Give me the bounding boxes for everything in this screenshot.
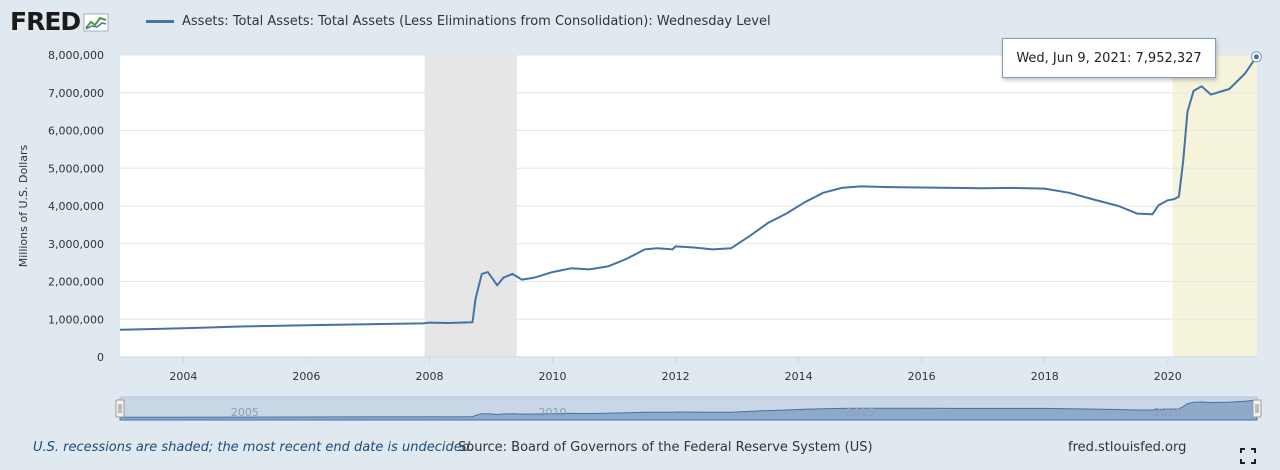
series-line[interactable] bbox=[119, 56, 1258, 331]
navigator-label: 2005 bbox=[231, 406, 259, 419]
y-tick-label: 1,000,000 bbox=[48, 313, 104, 326]
x-tick-label: 2020 bbox=[1154, 370, 1182, 383]
tooltip-value: 7,952,327 bbox=[1135, 50, 1202, 66]
x-tick-label: 2012 bbox=[662, 370, 690, 383]
legend-label: Assets: Total Assets: Total Assets (Less… bbox=[182, 14, 771, 29]
series-legend[interactable]: Assets: Total Assets: Total Assets (Less… bbox=[146, 14, 771, 29]
source-text: Source: Board of Governors of the Federa… bbox=[458, 440, 873, 455]
x-tick-label: 2010 bbox=[539, 370, 567, 383]
x-tick-label: 2018 bbox=[1031, 370, 1059, 383]
y-tick-label: 0 bbox=[97, 351, 104, 364]
navigator-label: 2020 bbox=[1154, 406, 1182, 419]
y-tick-label: 5,000,000 bbox=[48, 162, 104, 175]
x-tick-label: 2016 bbox=[908, 370, 936, 383]
navigator-label: 2015 bbox=[846, 406, 874, 419]
y-tick-label: 8,000,000 bbox=[48, 49, 104, 62]
chart-header: FRED Assets: Total Assets: Total Assets … bbox=[0, 0, 1280, 44]
recession-note: U.S. recessions are shaded; the most rec… bbox=[33, 440, 475, 455]
chart-graph-icon bbox=[83, 13, 109, 32]
legend-swatch bbox=[146, 20, 174, 23]
y-tick-label: 4,000,000 bbox=[48, 200, 104, 213]
y-tick-label: 7,000,000 bbox=[48, 87, 104, 100]
x-tick-label: 2014 bbox=[785, 370, 813, 383]
y-axis-label: Millions of U.S. Dollars bbox=[17, 144, 30, 267]
x-tick-label: 2006 bbox=[292, 370, 320, 383]
navigator-series bbox=[119, 399, 1258, 421]
navigator-handle-right[interactable] bbox=[1252, 399, 1262, 418]
hover-marker[interactable] bbox=[1253, 54, 1259, 60]
x-tick-label: 2004 bbox=[169, 370, 197, 383]
tooltip-date: Wed, Jun 9, 2021: bbox=[1016, 50, 1132, 66]
navigator-handle-left[interactable] bbox=[115, 399, 125, 418]
site-link[interactable]: fred.stlouisfed.org bbox=[1068, 440, 1187, 455]
data-tooltip: Wed, Jun 9, 2021: 7,952,327 bbox=[1002, 38, 1216, 78]
fullscreen-icon[interactable] bbox=[1240, 448, 1256, 464]
logo-text: FRED bbox=[10, 7, 81, 36]
y-tick-label: 6,000,000 bbox=[48, 125, 104, 138]
fred-logo[interactable]: FRED bbox=[10, 8, 109, 36]
navigator-label: 2010 bbox=[539, 406, 567, 419]
x-tick-label: 2008 bbox=[415, 370, 443, 383]
y-tick-label: 3,000,000 bbox=[48, 238, 104, 251]
y-tick-label: 2,000,000 bbox=[48, 276, 104, 289]
chart-footer: U.S. recessions are shaded; the most rec… bbox=[0, 436, 1280, 460]
